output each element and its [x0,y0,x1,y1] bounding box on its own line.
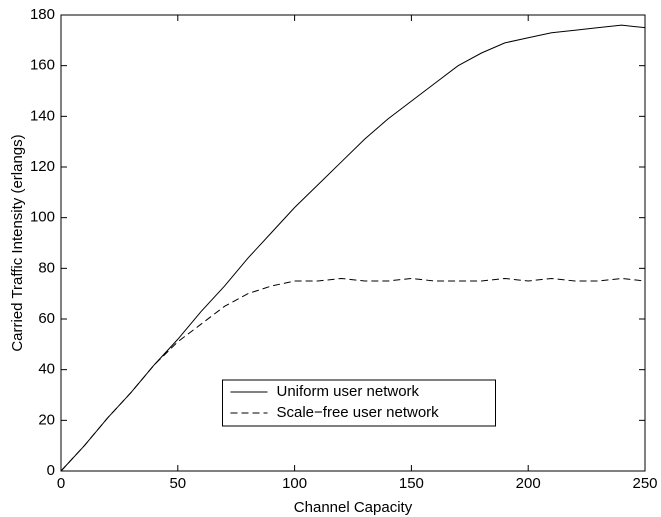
series-line [60,277,646,472]
legend-label: Uniform user network [277,383,420,400]
y-tick-label: 100 [30,209,55,226]
x-tick-label: 250 [632,475,657,492]
plot-frame [60,14,646,472]
y-tick-label: 40 [38,361,55,378]
y-tick-label: 80 [38,259,55,276]
x-tick-label: 200 [516,475,541,492]
legend-box [222,379,496,427]
y-tick-label: 0 [47,462,55,479]
y-axis-label: Carried Traffic Intensity (erlangs) [9,134,26,351]
y-tick-label: 120 [30,158,55,175]
y-tick-label: 180 [30,6,55,23]
x-tick-label: 0 [57,475,65,492]
x-tick-label: 100 [282,475,307,492]
x-axis-label: Channel Capacity [294,499,413,516]
legend-label: Scale−free user network [277,404,440,421]
x-tick-label: 50 [169,475,186,492]
x-tick-label: 150 [399,475,424,492]
y-tick-label: 160 [30,57,55,74]
y-tick-label: 140 [30,107,55,124]
y-tick-label: 60 [38,310,55,327]
y-tick-label: 20 [38,411,55,428]
